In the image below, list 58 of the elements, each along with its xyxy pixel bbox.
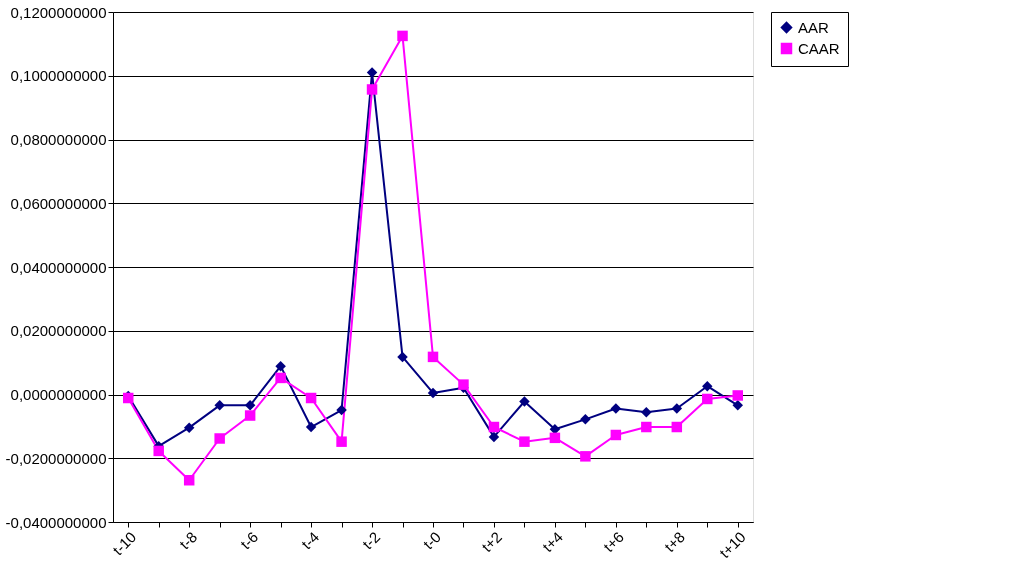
point [580,414,591,425]
point [183,475,195,486]
point [519,436,530,447]
point [671,403,683,414]
point [397,30,408,42]
y-tick-label: -0,0400000000 [5,513,107,531]
point [580,451,591,462]
legend-label: AAR [798,18,830,36]
y-tick-label: 0,0400000000 [10,258,107,276]
x-tick-label: t+2 [477,528,506,556]
x-tick-label: t+8 [660,528,688,556]
point [244,400,256,411]
point [336,404,347,416]
point [549,432,561,444]
point [214,400,225,411]
point [488,421,500,433]
point [305,421,317,433]
point [610,429,622,441]
point [732,390,744,401]
legend-label: CAAR [798,39,840,57]
point [488,431,500,443]
point [153,445,164,457]
point [366,84,378,95]
point [519,396,530,407]
point [214,433,225,444]
point [671,421,683,433]
point [305,392,317,404]
x-tick-label: t+6 [599,528,627,556]
point [366,67,378,78]
y-tick-label: 0,0600000000 [10,194,107,212]
point [244,410,256,421]
y-tick-label: 0,1200000000 [10,3,107,21]
x-tick-label: t-10 [109,528,140,559]
point [458,379,469,390]
x-tick-label: t-2 [358,528,384,553]
point [702,380,713,392]
point [336,436,347,447]
point [610,403,622,414]
point [732,400,744,411]
point [427,351,439,363]
y-tick-label: 0,1000000000 [10,67,107,85]
point [275,372,286,384]
x-tick-label: t-4 [297,528,323,553]
y-tick-label: 0,0800000000 [10,131,107,148]
point [641,407,652,418]
point [427,387,439,399]
x-tick-label: t-6 [236,528,262,553]
point [702,393,713,405]
y-tick-label: -0,0200000000 [5,449,107,467]
point [183,422,195,433]
point [275,360,286,372]
y-tick-label: 0,0200000000 [10,322,107,340]
x-tick-label: t-0 [419,528,445,553]
y-tick-label: 0,0000000000 [10,386,107,403]
point [641,421,652,433]
point [397,351,408,363]
x-tick-label: t-8 [175,528,201,553]
x-tick-label: t+4 [538,528,567,556]
